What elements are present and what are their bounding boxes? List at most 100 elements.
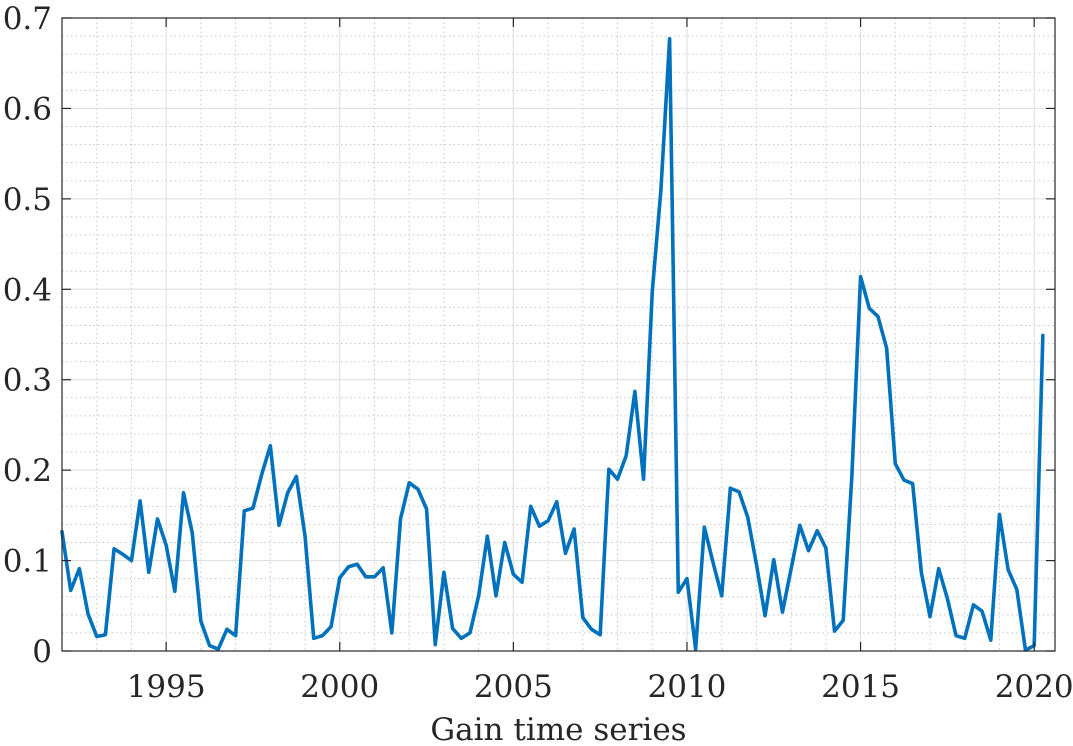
data-point — [511, 572, 515, 576]
data-point — [885, 346, 889, 350]
x-tick-label: 2000 — [300, 669, 379, 705]
data-point — [702, 525, 706, 529]
data-point — [451, 626, 455, 630]
data-point — [286, 491, 290, 495]
data-point — [294, 475, 298, 478]
data-point — [433, 643, 437, 647]
data-point — [815, 529, 819, 533]
data-point — [937, 567, 941, 571]
data-point — [633, 390, 637, 393]
data-point — [859, 275, 862, 279]
data-point — [902, 478, 906, 482]
data-point — [69, 589, 73, 592]
data-point — [312, 636, 316, 640]
data-point — [425, 507, 428, 511]
data-point — [798, 523, 802, 527]
data-point — [182, 491, 185, 495]
data-point — [694, 647, 698, 651]
data-point — [685, 577, 689, 581]
data-point — [919, 570, 923, 574]
data-point — [86, 612, 90, 616]
data-point — [945, 597, 949, 600]
x-tick-label: 2005 — [474, 669, 553, 705]
y-tick-label: 0.3 — [3, 363, 52, 399]
y-tick-label: 0.6 — [3, 91, 52, 127]
data-point — [954, 634, 958, 638]
y-tick-label: 0.2 — [3, 453, 52, 489]
data-point — [624, 454, 628, 458]
data-point — [650, 290, 654, 294]
data-point — [156, 517, 159, 521]
data-point — [407, 481, 411, 485]
data-point — [199, 619, 203, 623]
data-point — [416, 487, 420, 491]
data-point — [234, 634, 238, 638]
data-point — [277, 523, 281, 527]
data-point — [564, 551, 567, 555]
data-point — [303, 534, 307, 538]
data-point — [555, 500, 559, 504]
data-point — [581, 616, 585, 619]
data-point — [242, 509, 246, 513]
data-point — [763, 614, 767, 618]
data-point — [728, 486, 732, 490]
data-point — [399, 517, 402, 521]
data-point — [130, 559, 133, 562]
y-tick-label: 0.5 — [3, 182, 52, 218]
data-point — [190, 531, 194, 534]
x-tick-label: 2010 — [648, 669, 727, 705]
data-point — [260, 473, 264, 477]
data-point — [598, 633, 602, 637]
y-tick-label: 0.4 — [3, 272, 52, 308]
data-point — [972, 603, 975, 607]
data-point — [841, 618, 845, 622]
data-point — [616, 477, 619, 481]
axis-ticks — [62, 17, 1055, 652]
data-point — [807, 549, 810, 553]
data-point — [989, 638, 993, 642]
data-point — [824, 546, 828, 550]
data-point — [321, 634, 324, 638]
data-point — [225, 627, 229, 631]
data-point — [642, 477, 645, 481]
data-point — [1006, 568, 1010, 572]
data-point — [850, 474, 854, 477]
data-point — [338, 576, 342, 580]
data-point — [746, 515, 750, 519]
data-point — [164, 543, 168, 547]
data-point — [390, 631, 394, 635]
data-point — [77, 567, 81, 571]
data-point — [147, 570, 151, 574]
data-point — [529, 504, 533, 508]
data-point — [833, 629, 836, 633]
data-point — [546, 519, 550, 523]
data-point — [538, 524, 541, 528]
data-point — [590, 627, 593, 631]
data-point — [173, 589, 177, 593]
data-point — [138, 499, 142, 503]
x-tick-label: 2015 — [821, 669, 900, 705]
data-point — [963, 636, 967, 640]
data-point — [876, 315, 880, 318]
data-point — [893, 462, 897, 466]
data-point — [459, 636, 463, 640]
data-point — [781, 610, 784, 614]
data-point — [911, 482, 915, 486]
data-point — [355, 562, 359, 566]
data-point — [494, 594, 498, 598]
data-point — [1015, 588, 1019, 591]
data-point — [737, 490, 741, 494]
series-line — [60, 36, 1045, 652]
data-point — [607, 467, 611, 471]
data-point — [216, 647, 220, 651]
data-point — [520, 580, 524, 584]
x-tick-labels: 1995 2000 2005 2010 2015 2020 — [127, 669, 1073, 705]
data-point — [373, 575, 376, 579]
data-point — [676, 590, 680, 594]
data-point — [867, 306, 871, 310]
data-point — [720, 594, 724, 598]
plot-frame — [61, 17, 1056, 652]
data-point — [659, 188, 663, 192]
